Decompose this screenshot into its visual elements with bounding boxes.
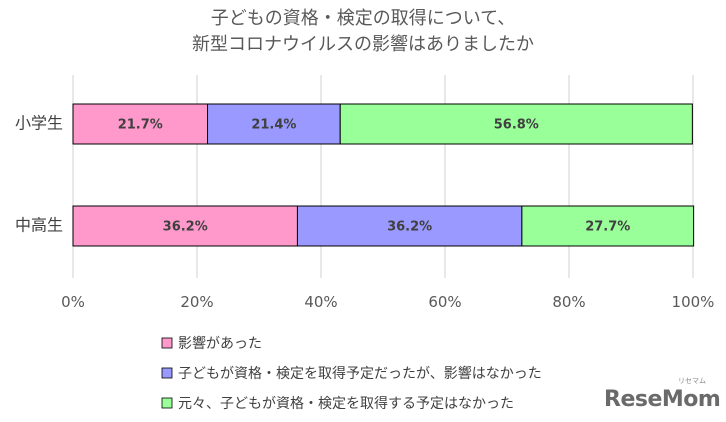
legend-swatch-2 [161, 397, 173, 409]
data-label-0-0: 21.7% [118, 118, 163, 133]
legend-swatch-0 [161, 337, 173, 349]
resemom-logo: リセマム ReseMom [604, 376, 721, 412]
legend-label-1: 子どもが資格・検定を取得予定だったが、影響はなかった [178, 365, 542, 382]
chart-title-line-1: 子どもの資格・検定の取得について、 [211, 8, 516, 29]
category-label-1: 中高生 [15, 216, 63, 235]
bar-segment-1-2 [521, 205, 695, 247]
chart-title-line-2: 新型コロナウイルスの影響はありましたか [192, 34, 534, 55]
legend-label-0: 影響があった [178, 335, 262, 352]
x-tick-label-3: 60% [428, 293, 461, 311]
category-label-0: 小学生 [15, 114, 63, 133]
bar-segment-0-2 [339, 103, 693, 145]
bar-segment-1-0 [72, 205, 298, 247]
data-label-0-2: 56.8% [494, 118, 539, 133]
legend-swatch-1 [161, 367, 173, 379]
bar-segment-1-1 [296, 205, 523, 247]
x-tick-label-4: 80% [552, 293, 585, 311]
bar-segment-0-0 [72, 103, 209, 145]
data-label-1-0: 36.2% [163, 220, 208, 235]
legend-label-2: 元々、子どもが資格・検定を取得する予定はなかった [178, 395, 514, 412]
x-tick-label-0: 0% [61, 293, 85, 311]
data-label-0-1: 21.4% [251, 118, 296, 133]
x-tick-label-5: 100% [672, 293, 715, 311]
x-tick-label-2: 40% [304, 293, 337, 311]
x-tick-label-1: 20% [180, 293, 213, 311]
logo-text: ReseMom [604, 387, 721, 412]
logo-subtext: リセマム [678, 377, 706, 385]
data-label-1-2: 27.7% [585, 220, 630, 235]
data-label-1-1: 36.2% [387, 220, 432, 235]
